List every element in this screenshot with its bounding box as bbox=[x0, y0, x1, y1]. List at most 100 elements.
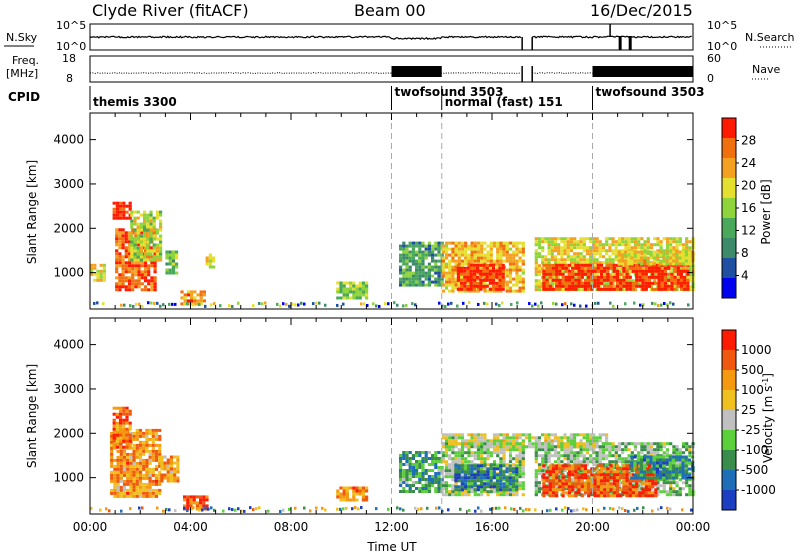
heatmap-cell bbox=[671, 458, 675, 462]
heatmap-cell bbox=[534, 288, 538, 292]
heatmap-cell bbox=[508, 439, 513, 443]
heatmap-cell bbox=[472, 266, 476, 270]
heatmap-cell bbox=[136, 231, 140, 235]
heatmap-cell bbox=[355, 486, 359, 490]
heatmap-cell bbox=[638, 494, 642, 498]
heatmap-cell bbox=[688, 478, 692, 482]
heatmap-cell bbox=[122, 421, 126, 425]
heatmap-cell bbox=[665, 463, 670, 467]
heatmap-cell bbox=[165, 268, 169, 272]
heatmap-cell bbox=[460, 281, 464, 285]
heatmap-cell bbox=[542, 464, 546, 468]
heatmap-cell bbox=[636, 473, 640, 477]
heatmap-cell bbox=[464, 262, 468, 266]
heatmap-cell bbox=[681, 267, 686, 271]
heatmap-cell bbox=[587, 278, 591, 282]
cpid-segment-label: twofsound 3503 bbox=[395, 85, 504, 99]
heatmap-cell bbox=[479, 269, 483, 273]
heatmap-cell bbox=[643, 460, 647, 464]
heatmap-cell bbox=[569, 258, 574, 262]
heatmap-cell bbox=[402, 481, 406, 484]
heatmap-cell bbox=[505, 253, 509, 257]
heatmap-cell bbox=[561, 272, 565, 276]
heatmap-cell bbox=[473, 490, 477, 494]
heatmap-cell bbox=[670, 281, 674, 285]
heatmap-cell bbox=[669, 487, 673, 491]
heatmap-cell bbox=[598, 454, 602, 458]
heatmap-cell bbox=[511, 482, 516, 486]
heatmap-cell bbox=[669, 490, 673, 494]
heatmap-cell bbox=[457, 476, 461, 480]
heatmap-cell bbox=[437, 466, 441, 469]
heatmap-cell bbox=[154, 494, 159, 498]
heatmap-cell bbox=[153, 270, 157, 274]
heatmap-cell bbox=[466, 278, 470, 282]
heatmap-cell bbox=[166, 461, 170, 465]
heatmap-cell bbox=[659, 455, 663, 459]
heatmap-cell bbox=[132, 452, 136, 456]
heatmap-cell bbox=[129, 479, 133, 483]
heatmap-cell bbox=[339, 492, 343, 496]
heatmap-cell bbox=[454, 493, 458, 497]
heatmap-cell bbox=[508, 436, 513, 440]
heatmap-cell bbox=[518, 286, 522, 290]
heatmap-cell bbox=[606, 485, 610, 489]
heatmap-cell bbox=[608, 460, 612, 464]
heatmap-cell bbox=[137, 267, 141, 271]
heatmap-cell bbox=[580, 275, 584, 279]
heatmap-cell bbox=[437, 487, 441, 490]
heatmap-cell bbox=[686, 269, 690, 273]
heatmap-cell bbox=[145, 473, 149, 477]
heatmap-cell bbox=[688, 487, 692, 491]
heatmap-cell bbox=[476, 263, 480, 267]
heatmap-cell bbox=[521, 241, 525, 245]
heatmap-cell bbox=[685, 493, 689, 497]
heatmap-cell bbox=[589, 282, 593, 286]
heatmap-cell bbox=[685, 466, 689, 470]
heatmap-cell bbox=[402, 250, 406, 254]
heatmap-cell bbox=[361, 486, 365, 490]
heatmap-cell bbox=[115, 282, 119, 286]
heatmap-cell bbox=[137, 273, 141, 277]
heatmap-cell bbox=[603, 269, 607, 273]
heatmap-cell bbox=[154, 479, 159, 483]
heatmap-cell bbox=[621, 288, 625, 292]
heatmap-cell bbox=[569, 237, 574, 241]
heatmap-cell bbox=[361, 284, 365, 288]
heatmap-cell bbox=[560, 454, 564, 458]
heatmap-cell bbox=[464, 253, 468, 257]
heatmap-cell bbox=[133, 255, 137, 259]
heatmap-cell bbox=[635, 488, 639, 492]
heatmap-cell bbox=[569, 448, 574, 452]
heatmap-cell bbox=[542, 473, 546, 477]
heatmap-cell bbox=[521, 475, 525, 479]
heatmap-cell bbox=[457, 470, 461, 474]
heatmap-cell bbox=[483, 482, 487, 486]
heatmap-cell bbox=[534, 442, 538, 446]
heatmap-cell bbox=[673, 275, 677, 279]
heatmap-cell bbox=[498, 269, 502, 273]
heatmap-cell bbox=[124, 264, 128, 268]
heatmap-cell bbox=[405, 451, 409, 454]
heatmap-cell bbox=[415, 265, 419, 269]
heatmap-cell bbox=[688, 285, 692, 289]
heatmap-cell bbox=[663, 287, 668, 291]
heatmap-cell bbox=[441, 262, 445, 266]
heatmap-cell bbox=[467, 280, 471, 284]
heatmap-cell bbox=[499, 485, 503, 489]
heatmap-cell bbox=[628, 473, 632, 477]
heatmap-cell bbox=[143, 213, 147, 217]
heatmap-cell bbox=[399, 259, 403, 263]
heatmap-cell bbox=[521, 286, 525, 290]
heatmap-cell bbox=[567, 272, 572, 276]
heatmap-cell bbox=[421, 460, 425, 463]
heatmap-cell bbox=[667, 284, 671, 288]
heatmap-cell bbox=[688, 264, 692, 268]
y-tick-label: 4000 bbox=[53, 133, 84, 147]
heatmap-cell bbox=[154, 473, 159, 477]
heatmap-cell bbox=[115, 424, 119, 428]
heatmap-cell bbox=[638, 284, 642, 288]
heatmap-cell bbox=[258, 301, 261, 305]
heatmap-cell bbox=[609, 482, 613, 486]
heatmap-cell bbox=[561, 467, 565, 471]
